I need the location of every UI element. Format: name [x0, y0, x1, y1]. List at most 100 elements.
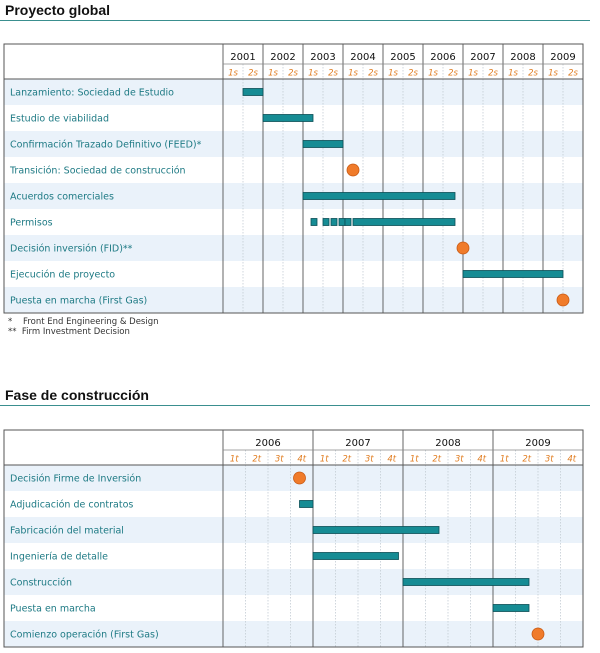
- sub-period-label: 1t: [230, 455, 239, 465]
- task-label: Adjudicación de contratos: [10, 500, 133, 511]
- year-label: 2005: [390, 52, 415, 63]
- task-label: Decisión inversión (FID)**: [10, 244, 133, 255]
- sub-period-label: 2t: [432, 455, 441, 465]
- sub-period-label: 2t: [342, 455, 351, 465]
- year-label: 2003: [310, 52, 335, 63]
- task-bar: [492, 604, 530, 612]
- row-background: [4, 491, 583, 517]
- sub-period-label: 2s: [488, 69, 498, 79]
- year-label: 2006: [430, 52, 455, 63]
- sub-period-label: 1s: [388, 69, 398, 79]
- task-bar: [312, 526, 440, 534]
- sub-period-label: 1s: [508, 69, 518, 79]
- sub-period-label: 1t: [410, 455, 419, 465]
- chart-frame: [3, 43, 584, 314]
- gantt-chart-global: 2001 2002 2003 2004 2005 2006 2007 2008 2009 1s 2s…: [3, 43, 584, 314]
- sub-period-label: 2s: [528, 69, 538, 79]
- sub-period-label: 1t: [320, 455, 329, 465]
- task-label: Ejecución de proyecto: [10, 270, 115, 281]
- task-label: Lanzamiento: Sociedad de Estudio: [10, 88, 174, 99]
- year-label: 2001: [230, 52, 255, 63]
- sub-period-label: 2s: [568, 69, 578, 79]
- milestone-marker: [293, 471, 306, 485]
- sub-period-label: 2t: [252, 455, 261, 465]
- sub-period-label: 4t: [477, 455, 486, 465]
- footnote-2: ** Firm Investment Decision: [8, 327, 130, 337]
- task-label: Fabricación del material: [10, 526, 124, 537]
- row-background: [4, 621, 583, 647]
- year-label: 2008: [510, 52, 535, 63]
- sub-period-label: 4t: [297, 455, 306, 465]
- row-background: [4, 543, 583, 569]
- task-label: Confirmación Trazado Definitivo (FEED)*: [10, 140, 202, 151]
- task-label: Estudio de viabilidad: [10, 114, 109, 125]
- row-background: [4, 131, 583, 157]
- task-label: Decisión Firme de Inversión: [10, 474, 141, 485]
- task-bar: [344, 218, 352, 226]
- task-label: Ingeniería de detalle: [10, 552, 108, 563]
- row-background: [4, 517, 583, 543]
- sub-period-label: 3t: [545, 455, 554, 465]
- task-bar: [310, 218, 318, 226]
- sub-period-label: 1s: [268, 69, 278, 79]
- task-bar: [312, 552, 399, 560]
- row-background: [4, 157, 583, 183]
- chart1-title: Proyecto global: [5, 2, 111, 18]
- row-background: [4, 595, 583, 621]
- sub-period-label: 1t: [500, 455, 509, 465]
- sub-period-label: 3t: [365, 455, 374, 465]
- milestone-marker: [456, 241, 470, 255]
- year-header-bg: [223, 44, 583, 64]
- task-bar: [322, 218, 330, 226]
- sub-period-label: 1s: [348, 69, 358, 79]
- milestone-marker: [531, 627, 545, 641]
- sub-period-label: 2s: [448, 69, 458, 79]
- footnote-1: * Front End Engineering & Design: [8, 317, 159, 327]
- sub-period-label: 2t: [522, 455, 531, 465]
- task-label: Permisos: [10, 218, 53, 229]
- task-bar: [462, 270, 564, 278]
- task-bar: [330, 218, 338, 226]
- sub-period-label: 4t: [387, 455, 396, 465]
- sub-period-label: 4t: [567, 455, 576, 465]
- chart1-title-rule: [0, 20, 590, 21]
- task-bar: [299, 500, 314, 508]
- chart2-title: Fase de construcción: [5, 387, 149, 403]
- sub-period-label: 1s: [228, 69, 238, 79]
- task-bar: [338, 218, 346, 226]
- task-label: Puesta en marcha: [10, 604, 96, 615]
- task-bar: [262, 114, 314, 122]
- row-background: [4, 287, 583, 313]
- sub-period-label: 2s: [288, 69, 298, 79]
- year-label: 2004: [350, 52, 375, 63]
- year-label: 2006: [255, 438, 280, 449]
- sub-period-label: 1s: [468, 69, 478, 79]
- year-label: 2009: [525, 438, 550, 449]
- year-label: 2002: [270, 52, 295, 63]
- sub-period-label: 2s: [368, 69, 378, 79]
- sub-period-label: 1s: [548, 69, 558, 79]
- row-background: [4, 79, 583, 105]
- year-label: 2007: [345, 438, 370, 449]
- sub-period-label: 3t: [275, 455, 284, 465]
- task-label: Construcción: [10, 578, 72, 589]
- chart2-title-rule: [0, 405, 590, 406]
- sub-period-label: 3t: [455, 455, 464, 465]
- sub-period-label: 1s: [428, 69, 438, 79]
- row-background: [4, 235, 583, 261]
- task-bar: [352, 218, 456, 226]
- task-label: Acuerdos comerciales: [10, 192, 114, 203]
- sub-period-label: 2s: [328, 69, 338, 79]
- task-label: Puesta en marcha (First Gas): [10, 296, 147, 307]
- gantt-chart-construction: 2006 2007 2008 2009 1t 2t 3t 4t 1t 2t 3t 4t 1t 2t 3t 4t…: [3, 429, 584, 648]
- task-bar: [402, 578, 530, 586]
- row-background: [4, 183, 583, 209]
- milestone-marker: [556, 293, 570, 307]
- task-bar: [242, 88, 264, 96]
- milestone-marker: [346, 163, 360, 177]
- sub-period-label: 2s: [408, 69, 418, 79]
- task-bar: [302, 140, 344, 148]
- year-label: 2007: [470, 52, 495, 63]
- sub-period-label: 2s: [248, 69, 258, 79]
- task-bar: [302, 192, 456, 200]
